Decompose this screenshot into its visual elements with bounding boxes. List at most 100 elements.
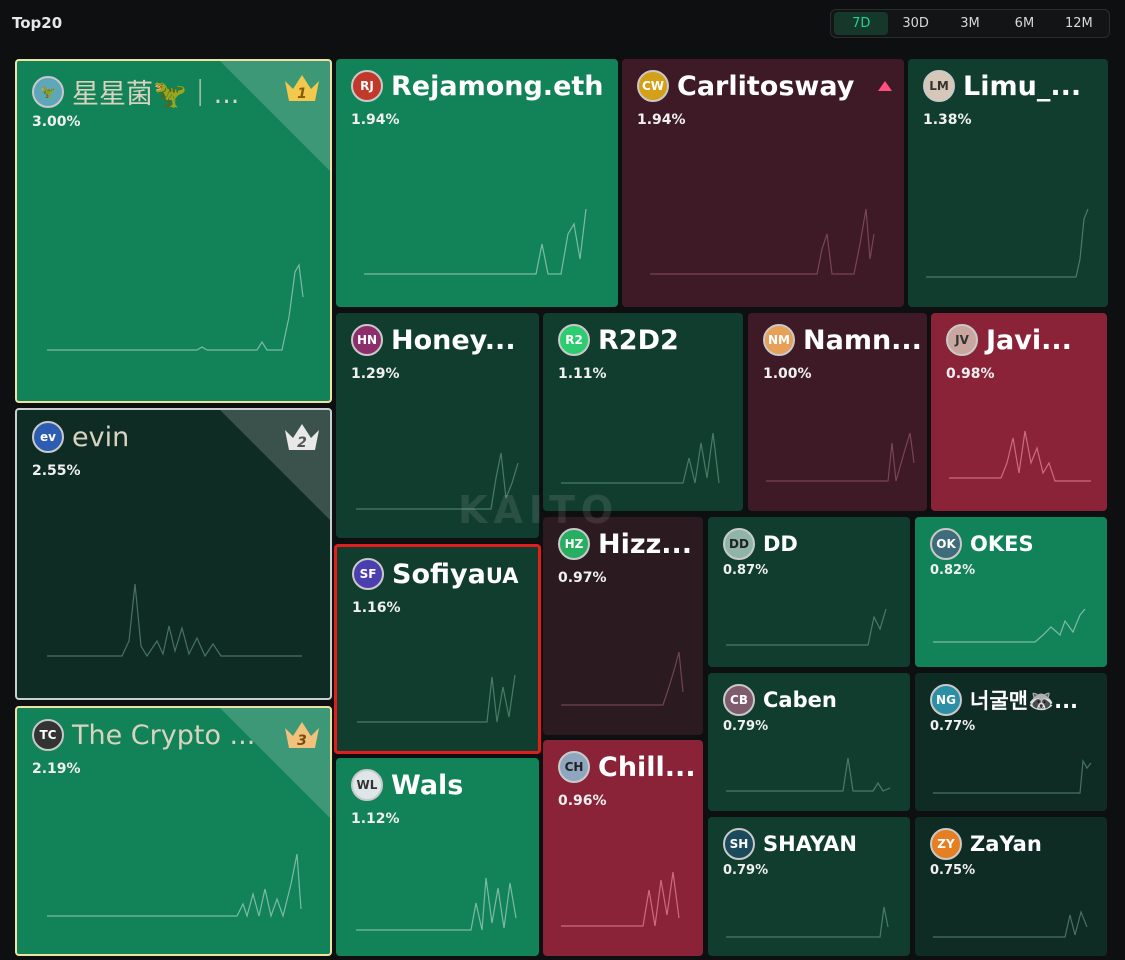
avatar: JV (946, 324, 978, 356)
avatar: RJ (351, 70, 383, 102)
sparkline (356, 452, 519, 510)
avatar: ZY (930, 828, 962, 860)
avatar: HN (351, 324, 383, 356)
tile-caben[interactable]: CB Caben 0.79% (708, 673, 910, 811)
mindshare-percent: 1.12% (351, 811, 400, 827)
mindshare-percent: 0.97% (558, 570, 607, 586)
sparkline (933, 608, 1086, 643)
tile-chill[interactable]: CH Chill... 0.96% (543, 740, 703, 956)
range-12m-button[interactable]: 12M (1064, 16, 1093, 31)
tile-neogulman[interactable]: NG 너굴맨🦝... 0.77% (915, 673, 1107, 811)
mindshare-percent: 2.55% (32, 463, 81, 479)
tile-rank-3[interactable]: 3 TC The Crypto ... 2.19% (15, 706, 332, 956)
mindshare-percent: 1.29% (351, 366, 400, 382)
sparkline (726, 608, 887, 646)
sparkline (357, 674, 516, 723)
mindshare-percent: 0.77% (930, 719, 976, 734)
user-name: SofiyaUA (392, 558, 519, 590)
mindshare-percent: 0.96% (558, 793, 607, 809)
mindshare-percent: 1.94% (351, 112, 400, 128)
range-7d-button[interactable]: 7D (834, 12, 889, 35)
user-name: DD (763, 532, 798, 556)
rank-corner (220, 61, 330, 171)
avatar: R2 (558, 324, 590, 356)
mindshare-percent: 1.94% (637, 112, 686, 128)
sparkline (933, 759, 1092, 794)
range-6m-button[interactable]: 6M (1014, 16, 1035, 31)
mindshare-percent: 3.00% (32, 114, 81, 130)
user-name: Wals (391, 769, 464, 801)
crown-bronze-icon: 3 (285, 722, 319, 749)
tile-hizz[interactable]: HZ Hizz... 0.97% (543, 517, 703, 735)
avatar: CB (723, 684, 755, 716)
mindshare-percent: 2.19% (32, 761, 81, 777)
user-name: Limu_... (963, 70, 1082, 102)
user-name: Chill... (598, 751, 696, 783)
mindshare-percent: 1.38% (923, 112, 972, 128)
sparkline (933, 910, 1088, 938)
mindshare-percent: 0.79% (723, 719, 769, 734)
user-name: The Crypto ... (72, 719, 256, 751)
sparkline (949, 430, 1091, 482)
mindshare-percent: 0.87% (723, 563, 769, 578)
mindshare-percent: 1.00% (763, 366, 812, 382)
avatar: CH (558, 751, 590, 783)
crown-gold-icon: 1 (285, 75, 319, 102)
avatar: HZ (558, 528, 590, 560)
tile-honey[interactable]: HN Honey... 1.29% (336, 313, 539, 538)
tile-rejamong[interactable]: RJ Rejamong.eth 1.94% (336, 59, 618, 307)
kaito-watermark: KAITO (458, 488, 620, 532)
tile-rank-1[interactable]: 1 🦖 星星菌🦖｜... 3.00% (15, 59, 332, 403)
user-name: Rejamong.eth (391, 70, 604, 102)
tile-carlitosway[interactable]: CW Carlitosway 1.94% (622, 59, 904, 307)
tile-wals[interactable]: WL Wals 1.12% (336, 758, 539, 956)
sparkline (726, 906, 889, 938)
avatar: TC (32, 719, 64, 751)
avatar: 🦖 (32, 75, 64, 108)
tile-shayan[interactable]: SH SHAYAN 0.79% (708, 817, 910, 956)
user-name: Hizz... (598, 528, 693, 560)
user-name: Javi... (986, 324, 1072, 356)
user-name: OKES (970, 532, 1034, 556)
range-30d-button[interactable]: 30D (902, 16, 929, 31)
tile-dd[interactable]: DD DD 0.87% (708, 517, 910, 667)
user-name: SHAYAN (763, 832, 857, 856)
tile-sofiya[interactable]: SF SofiyaUA 1.16% (334, 544, 541, 754)
tile-zayan[interactable]: ZY ZaYan 0.75% (915, 817, 1107, 956)
sparkline (561, 871, 680, 927)
mindshare-percent: 1.11% (558, 366, 607, 382)
mindshare-percent: 0.79% (723, 863, 769, 878)
mindshare-percent: 1.16% (352, 600, 401, 616)
sparkline (364, 208, 587, 275)
sparkline (47, 263, 304, 351)
avatar: ev (32, 421, 64, 453)
user-name: Namn... (803, 324, 922, 356)
avatar: NG (930, 684, 962, 716)
user-name: 너굴맨🦝... (970, 689, 1079, 713)
tile-r2d2[interactable]: R2 R2D2 1.11% (543, 313, 743, 511)
page-title: Top20 (12, 14, 63, 32)
sparkline (47, 853, 302, 919)
user-name: Caben (763, 688, 837, 712)
sparkline (926, 208, 1089, 278)
sparkline (766, 432, 915, 482)
sparkline (726, 757, 891, 792)
sparkline (650, 208, 875, 275)
range-3m-button[interactable]: 3M (960, 16, 980, 31)
avatar: SF (352, 558, 384, 590)
tile-namn[interactable]: NM Namn... 1.00% (748, 313, 927, 511)
sparkline (561, 651, 684, 706)
tile-javi[interactable]: JV Javi... 0.98% (931, 313, 1107, 511)
avatar: NM (763, 324, 795, 356)
avatar: SH (723, 828, 755, 860)
tile-rank-2[interactable]: 2 ev evin 2.55% (15, 408, 332, 700)
mindshare-percent: 0.98% (946, 366, 995, 382)
tile-okes[interactable]: OK OKES 0.82% (915, 517, 1107, 667)
crown-silver-icon: 2 (285, 424, 319, 451)
user-name: evin (72, 421, 130, 453)
tile-limu[interactable]: LM Limu_... 1.38% (908, 59, 1108, 307)
mindshare-percent: 0.75% (930, 863, 976, 878)
avatar: OK (930, 528, 962, 560)
rank-corner (220, 708, 330, 818)
rank-corner (220, 410, 330, 520)
